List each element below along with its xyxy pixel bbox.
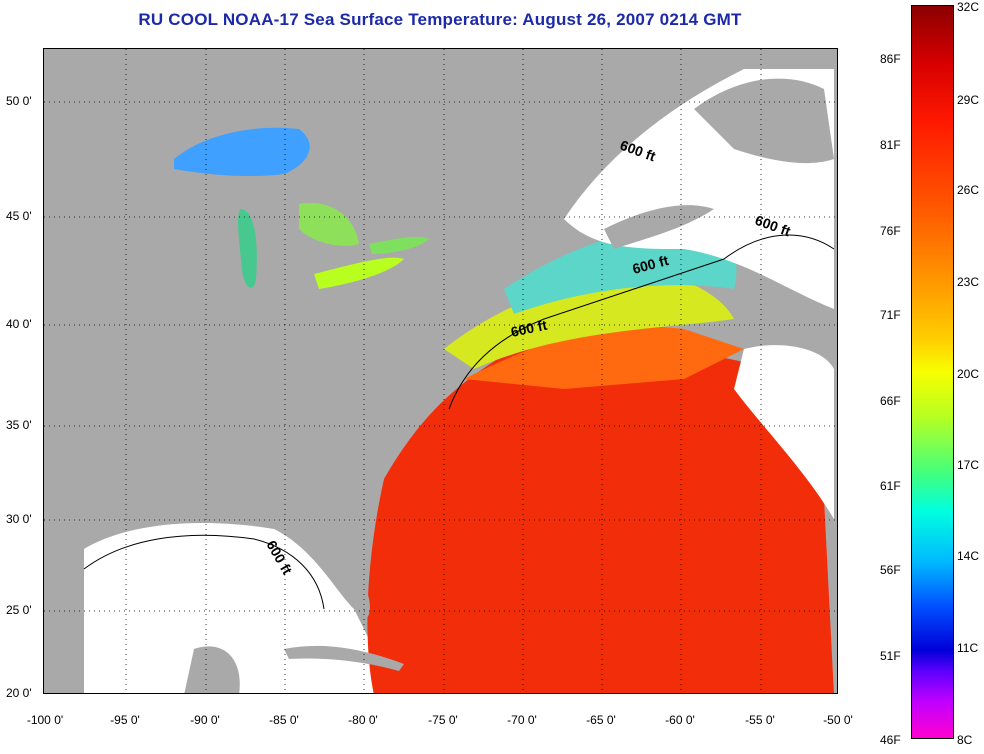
colorbar-fahrenheit-label: 71F: [880, 308, 901, 322]
colorbar-celsius-label: 26C: [957, 183, 980, 197]
colorbar-fahrenheit-label: 76F: [880, 224, 901, 238]
lat-label: 20 0': [6, 686, 32, 700]
lon-label: -75 0': [428, 713, 458, 727]
lon-label: -80 0': [348, 713, 378, 727]
lat-label: 35 0': [6, 418, 32, 432]
colorbar-fahrenheit-label: 86F: [880, 52, 901, 66]
colorbar-celsius-label: 8C: [957, 733, 973, 747]
colorbar-celsius-label: 11C: [957, 641, 979, 655]
lon-label: -70 0': [507, 713, 537, 727]
lon-label: -50 0': [823, 713, 853, 727]
lat-label: 30 0': [6, 512, 32, 526]
colorbar-celsius-label: 17C: [957, 458, 980, 472]
colorbar-fahrenheit-label: 51F: [880, 649, 901, 663]
gulf-contour-line: [83, 534, 325, 610]
colorbar-celsius-label: 23C: [957, 275, 980, 289]
florida-peninsula: [334, 519, 370, 620]
colorbar-celsius-label: 29C: [957, 93, 980, 107]
colorbar-celsius-label: 32C: [957, 0, 980, 14]
colorbar-celsius-label: 14C: [957, 549, 980, 563]
colorbar-fahrenheit-label: 56F: [880, 563, 901, 577]
lon-label: -100 0': [26, 713, 64, 727]
lat-label: 40 0': [6, 317, 32, 331]
sargasso-orange: [464, 326, 744, 389]
colorbar-fahrenheit-label: 81F: [880, 138, 901, 152]
lake-huron: [299, 203, 359, 246]
colorbar-fahrenheit-label: 61F: [880, 479, 901, 493]
lat-label: 25 0': [6, 603, 32, 617]
gulf-stream-warm-water: [367, 340, 834, 693]
yucatan: [184, 646, 240, 693]
temperature-colorbar: [911, 5, 954, 739]
lon-label: -95 0': [110, 713, 140, 727]
lon-label: -55 0': [745, 713, 775, 727]
map-title: RU COOL NOAA-17 Sea Surface Temperature:…: [138, 10, 742, 29]
lake-ontario: [369, 236, 429, 254]
sst-map: 600 ft 600 ft 600 ft 600 ft 600 ft: [43, 48, 838, 694]
atlantic-contour-line: [448, 234, 835, 410]
lat-label: 50 0': [6, 94, 32, 108]
lake-michigan: [238, 209, 257, 288]
contour-label-mid-atlantic: 600 ft: [509, 317, 548, 340]
mid-atlantic-shelf: [444, 269, 734, 369]
lake-erie: [314, 257, 404, 289]
newfoundland-land: [694, 78, 834, 164]
eastern-cloud: [734, 345, 834, 519]
lon-label: -60 0': [665, 713, 695, 727]
colorbar-fahrenheit-label: 46F: [880, 733, 901, 747]
lon-label: -65 0': [586, 713, 616, 727]
colorbar-fahrenheit-label: 66F: [880, 394, 901, 408]
lat-label: 45 0': [6, 209, 32, 223]
nova-scotia-land: [604, 205, 714, 249]
cuba: [284, 645, 404, 671]
map-canvas: 600 ft 600 ft 600 ft 600 ft 600 ft: [44, 49, 837, 693]
colorbar-celsius-label: 20C: [957, 367, 980, 381]
lon-label: -85 0': [269, 713, 299, 727]
lon-label: -90 0': [190, 713, 220, 727]
lake-superior: [174, 127, 310, 177]
